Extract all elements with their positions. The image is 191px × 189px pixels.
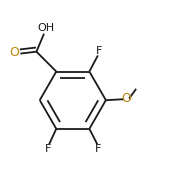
Text: O: O bbox=[9, 46, 19, 59]
Text: O: O bbox=[122, 92, 132, 105]
Text: OH: OH bbox=[37, 23, 54, 33]
Text: F: F bbox=[96, 46, 102, 56]
Text: F: F bbox=[44, 144, 51, 154]
Text: F: F bbox=[95, 144, 101, 154]
